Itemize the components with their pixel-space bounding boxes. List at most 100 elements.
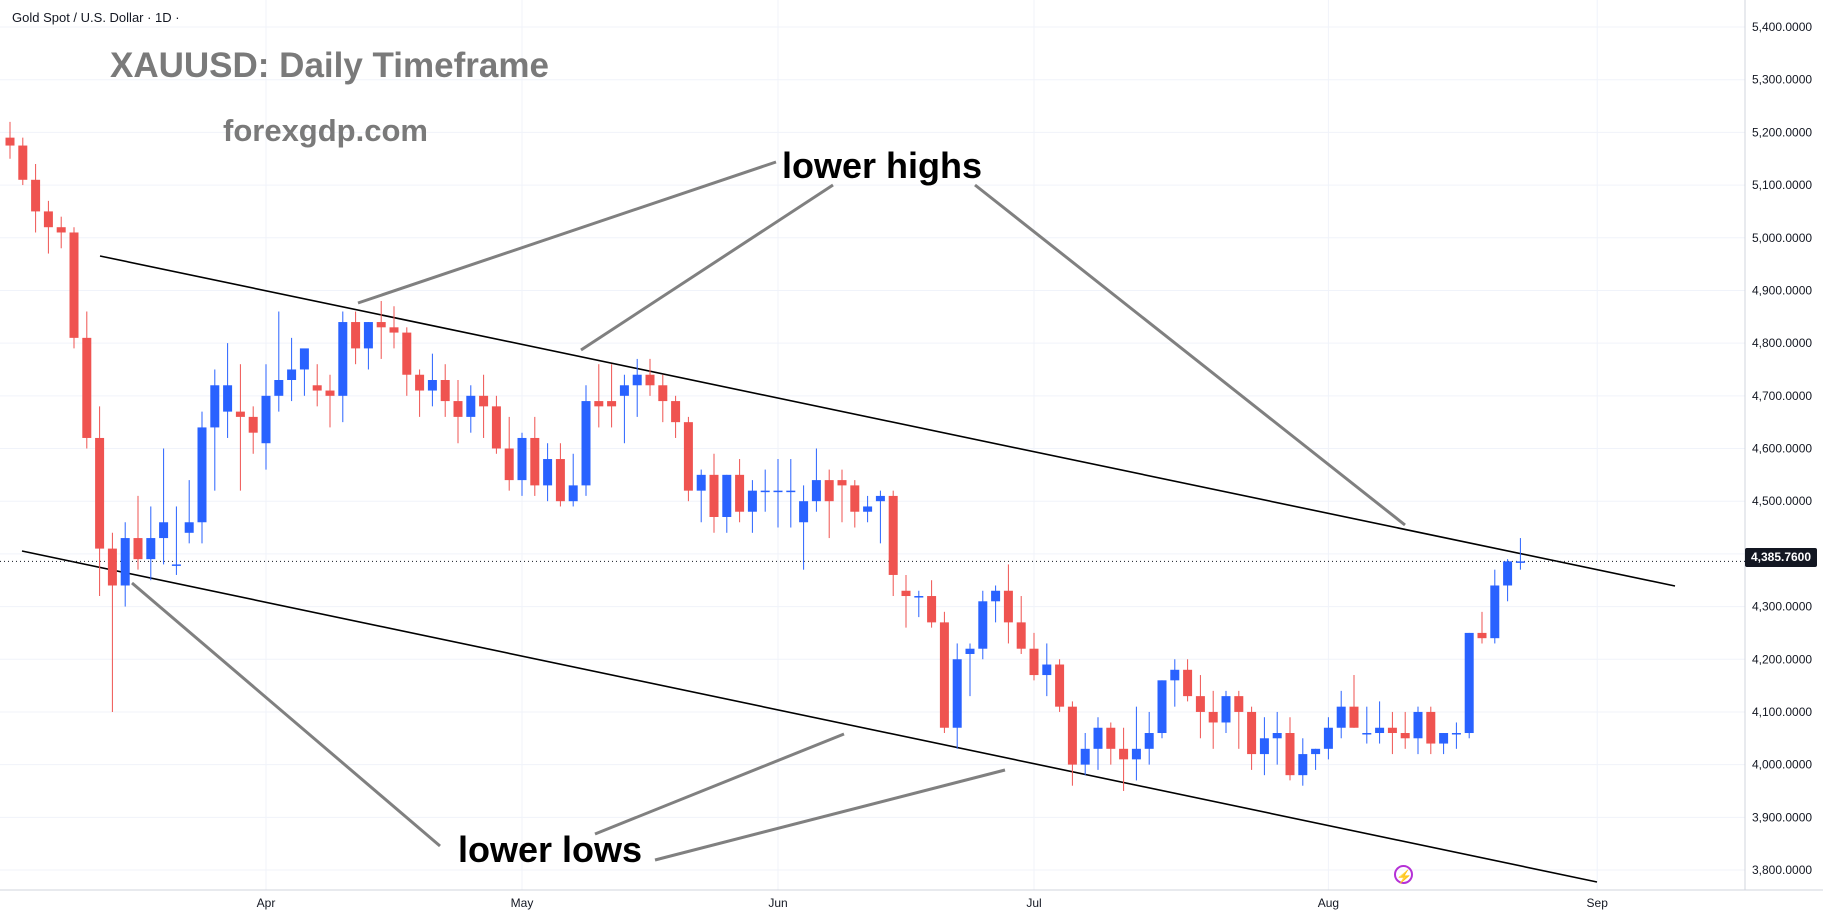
candle-body-down	[1349, 706, 1359, 728]
candle-body-down	[95, 437, 105, 549]
candle-body-up	[747, 490, 757, 512]
candle-body-down	[5, 137, 15, 146]
candle-body-up	[1144, 733, 1154, 749]
candle-body-down	[1247, 711, 1257, 755]
candle-body-up	[786, 490, 796, 493]
candle-body-up	[722, 474, 732, 517]
candle-body-down	[440, 380, 450, 402]
price-tick-label: 5,300.0000	[1752, 73, 1812, 87]
lightning-icon[interactable]: ⚡	[1394, 865, 1413, 884]
candle-body-up	[568, 485, 578, 502]
candle-body-up	[914, 596, 924, 598]
price-tick-label: 4,700.0000	[1752, 389, 1812, 403]
candle-body-down	[1426, 711, 1436, 744]
candle-body-up	[184, 522, 194, 533]
candle-body-up	[1451, 733, 1461, 735]
candle-body-down	[888, 495, 898, 575]
candle-body-down	[376, 322, 386, 328]
site-watermark: forexgdp.com	[223, 113, 428, 148]
lower-trendline	[21, 550, 1598, 883]
price-tick-label: 4,200.0000	[1752, 652, 1812, 666]
candle-body-up	[696, 474, 706, 491]
candle-body-up	[875, 495, 885, 502]
last-price-badge: 4,385.7600	[1745, 548, 1817, 567]
candle-body-up	[223, 385, 233, 412]
price-tick-label: 4,300.0000	[1752, 600, 1812, 614]
candle-body-down	[530, 437, 540, 486]
time-tick-label: Jul	[1026, 896, 1041, 910]
candle-body-down	[491, 406, 501, 449]
price-tick-label: 4,900.0000	[1752, 283, 1812, 297]
candle-body-up	[1131, 748, 1141, 760]
candle-body-down	[594, 401, 604, 407]
candle-body-up	[1323, 727, 1333, 749]
candle-body-down	[837, 480, 847, 486]
candle-body-up	[159, 522, 169, 539]
candle-body-down	[1119, 748, 1129, 760]
symbol-label[interactable]: Gold Spot / U.S. Dollar · 1D ·	[12, 10, 180, 25]
candle-body-up	[1515, 561, 1525, 563]
candle-body-down	[235, 411, 245, 417]
candle-body-up	[466, 395, 476, 417]
candle-body-down	[555, 459, 565, 502]
candle-body-down	[248, 416, 258, 433]
time-tick-label: Apr	[257, 896, 276, 910]
time-tick-label: Aug	[1318, 896, 1339, 910]
candle-body-down	[709, 474, 719, 517]
candle-body-up	[299, 348, 309, 370]
candle-body-up	[1464, 632, 1474, 734]
price-tick-label: 4,100.0000	[1752, 705, 1812, 719]
candle-body-down	[645, 374, 655, 386]
candle-body-down	[683, 422, 693, 491]
time-tick-label: May	[511, 896, 534, 910]
price-tick-label: 4,500.0000	[1752, 494, 1812, 508]
candle-body-down	[1067, 706, 1077, 765]
candle-body-up	[427, 380, 437, 391]
candle-body-up	[811, 480, 821, 502]
candle-body-down	[1195, 696, 1205, 712]
price-tick-label: 3,800.0000	[1752, 863, 1812, 877]
price-tick-label: 5,200.0000	[1752, 125, 1812, 139]
candle-body-up	[1042, 664, 1052, 676]
candle-body-up	[1170, 669, 1180, 681]
price-tick-label: 5,000.0000	[1752, 231, 1812, 245]
candle-body-up	[287, 369, 297, 381]
candle-body-down	[1183, 669, 1193, 697]
candle-body-up	[363, 322, 373, 349]
candle-body-up	[773, 490, 783, 493]
candle-body-down	[1003, 590, 1013, 623]
lower-lows-annotation: lower lows	[458, 829, 643, 870]
candle-body-down	[504, 448, 514, 481]
candle-body-down	[901, 590, 911, 597]
candle-body-up	[952, 659, 962, 728]
candle-body-down	[133, 538, 143, 560]
candle-body-down	[824, 480, 834, 502]
candle-body-down	[31, 179, 41, 212]
candle-body-up	[1362, 733, 1372, 735]
candle-body-up	[1311, 748, 1321, 755]
candle-body-up	[1503, 561, 1513, 586]
candle-body-down	[312, 385, 322, 391]
candle-body-down	[1477, 632, 1487, 639]
candle-body-up	[1413, 711, 1423, 739]
candle-body-up	[1298, 754, 1308, 776]
candle-body-down	[453, 401, 463, 417]
candle-body-up	[1080, 748, 1090, 765]
candle-body-down	[850, 485, 860, 512]
candle-body-up	[543, 459, 553, 486]
candle-body-down	[1016, 622, 1026, 649]
candle-body-down	[43, 211, 53, 228]
candle-body-down	[1055, 664, 1065, 707]
candle-body-up	[799, 501, 809, 523]
candle-body-up	[632, 374, 642, 386]
candle-body-down	[56, 227, 66, 233]
time-tick-label: Sep	[1587, 896, 1609, 910]
price-tick-label: 4,600.0000	[1752, 442, 1812, 456]
chart-title: XAUUSD: Daily Timeframe	[110, 46, 549, 85]
candle-body-down	[18, 145, 28, 180]
candle-body-up	[978, 601, 988, 649]
candle-body-up	[1157, 680, 1167, 734]
candle-body-down	[607, 401, 617, 407]
candle-body-up	[1221, 696, 1231, 723]
